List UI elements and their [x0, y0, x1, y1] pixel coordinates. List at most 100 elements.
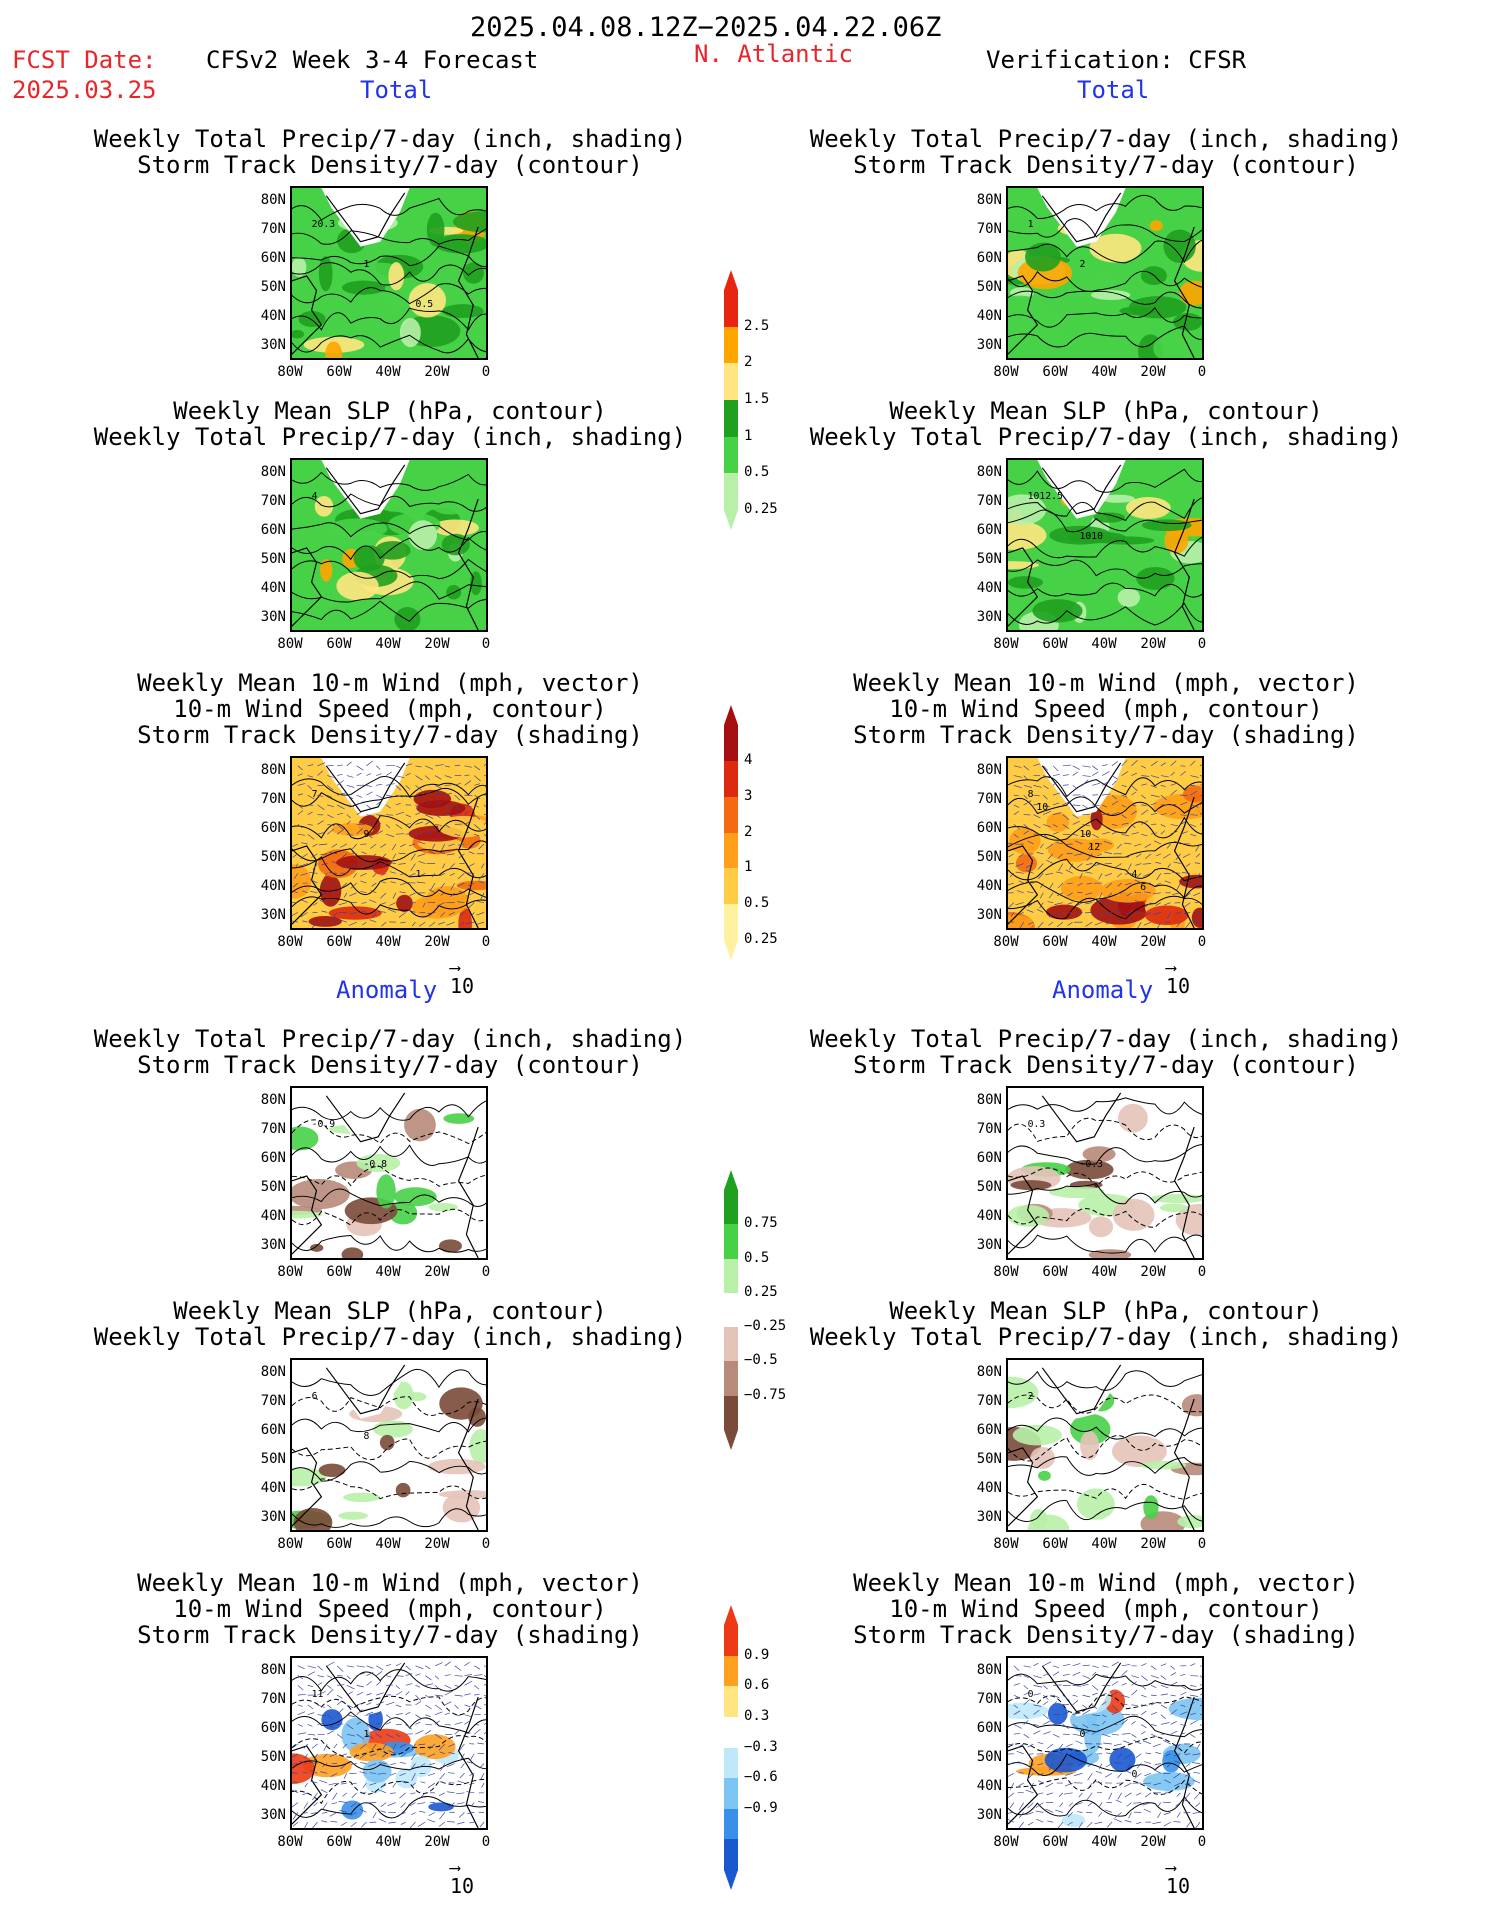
colorbar-bottom-arrow — [724, 510, 738, 530]
wind-vector — [440, 912, 446, 917]
colorbar-segment — [724, 400, 738, 438]
wind-vector — [1131, 1681, 1137, 1686]
contour-line — [292, 245, 486, 268]
wind-vector — [438, 1743, 446, 1751]
wind-vector — [1052, 792, 1061, 796]
wind-vector — [392, 1782, 397, 1788]
wind-vector — [346, 833, 354, 836]
vector-reference-value: 10 — [1166, 974, 1191, 998]
wind-vector — [372, 1812, 377, 1819]
contour-line — [1008, 1182, 1202, 1205]
panel-title-right-4-line-2: Storm Track Density/7-day (contour) — [853, 1051, 1359, 1079]
colorbar-storm-anom — [724, 1605, 738, 1890]
colorbar-precip-total — [724, 270, 738, 530]
shading-blob — [1159, 1203, 1188, 1212]
wind-vector — [336, 812, 344, 815]
colorbar-label: 1.5 — [744, 391, 770, 407]
wind-vector — [1141, 1710, 1147, 1715]
wind-vector — [1092, 804, 1100, 806]
wind-vector — [419, 872, 426, 877]
wind-vector — [457, 1780, 465, 1784]
shading-blob — [1088, 1216, 1114, 1238]
wind-vector — [380, 892, 387, 899]
wind-vector — [1121, 814, 1127, 819]
lat-tick-label: 70N — [976, 1691, 1002, 1707]
wind-vector — [1121, 785, 1127, 787]
wind-vector — [1086, 853, 1093, 861]
lon-tick-label: 60W — [1042, 364, 1068, 380]
wind-vector — [1063, 1792, 1073, 1795]
wind-vector — [366, 1733, 374, 1739]
wind-vector — [1092, 1685, 1099, 1691]
wind-vector — [458, 891, 465, 894]
contour-label: 1012.5 — [1028, 491, 1063, 502]
wind-vector — [483, 833, 486, 837]
wind-vector — [346, 1704, 353, 1709]
wind-vector — [1106, 882, 1113, 889]
wind-vector — [1025, 1789, 1034, 1794]
lat-tick-label: 80N — [976, 762, 1002, 778]
panel-title-left-3-line-1: Weekly Mean 10-m Wind (mph, vector) — [137, 669, 643, 697]
wind-vector — [369, 863, 377, 870]
panel-title-left-1-line-1: Weekly Total Precip/7-day (inch, shading… — [93, 125, 687, 153]
wind-vector — [1180, 1673, 1186, 1676]
shading-blob — [1027, 1514, 1070, 1530]
contour-line — [292, 1396, 486, 1417]
wind-vector — [1057, 853, 1064, 859]
wind-vector — [1101, 812, 1109, 816]
wind-vector — [1052, 1671, 1060, 1676]
contour-label: 1 — [415, 869, 421, 880]
wind-vector — [1033, 1724, 1039, 1726]
wind-vector — [484, 1704, 486, 1706]
wind-vector — [1185, 1772, 1191, 1777]
wind-vector — [1174, 840, 1181, 845]
shading-blob — [408, 520, 438, 550]
wind-vector — [1029, 1763, 1034, 1770]
contour-line — [1008, 194, 1202, 219]
wind-vector — [292, 890, 298, 894]
wind-vector — [1025, 870, 1034, 874]
wind-vector — [1150, 1701, 1158, 1706]
wind-vector — [1199, 775, 1202, 777]
wind-vector — [1058, 1743, 1064, 1750]
wind-vector — [310, 1769, 318, 1774]
wind-vector — [1190, 833, 1197, 837]
wind-vector — [1043, 794, 1048, 800]
colorbar-storm-total — [724, 705, 738, 960]
wind-vector — [1183, 912, 1191, 914]
lon-tick-label: 0 — [481, 364, 491, 380]
wind-vector — [361, 902, 367, 904]
colorbar-label: 0.25 — [744, 931, 778, 947]
contour-line — [292, 1735, 486, 1758]
wind-vector — [359, 1753, 367, 1759]
wind-vector — [1072, 804, 1081, 807]
contour-line — [292, 471, 486, 491]
shading-blob — [379, 1434, 395, 1451]
contour-line — [1008, 270, 1202, 293]
wind-vector — [317, 1691, 326, 1696]
vector-reference-arrow: ⟶ — [450, 958, 460, 977]
lat-tick-label: 70N — [976, 221, 1002, 237]
map-panel-right-5: 2 — [1006, 1358, 1204, 1532]
wind-vector — [1153, 1769, 1162, 1774]
wind-vector — [1175, 912, 1181, 914]
wind-vector — [385, 1664, 392, 1667]
wind-vector — [353, 1753, 357, 1759]
wind-vector — [1111, 1661, 1119, 1667]
wind-vector — [438, 1792, 445, 1796]
wind-vector — [1072, 1724, 1079, 1729]
wind-vector — [1106, 892, 1113, 899]
wind-vector — [307, 833, 315, 840]
wind-vector — [1101, 1720, 1106, 1725]
wind-vector — [428, 889, 436, 894]
wind-vector — [425, 765, 434, 770]
lon-tick-label: 0 — [1197, 364, 1207, 380]
wind-vector — [399, 1743, 406, 1748]
wind-vector — [1121, 760, 1128, 767]
wind-vector — [1052, 824, 1058, 828]
wind-vector — [328, 1782, 338, 1786]
wind-vector — [1192, 1753, 1201, 1756]
lat-tick-label: 30N — [260, 907, 286, 923]
lon-tick-label: 40W — [1091, 1264, 1117, 1280]
